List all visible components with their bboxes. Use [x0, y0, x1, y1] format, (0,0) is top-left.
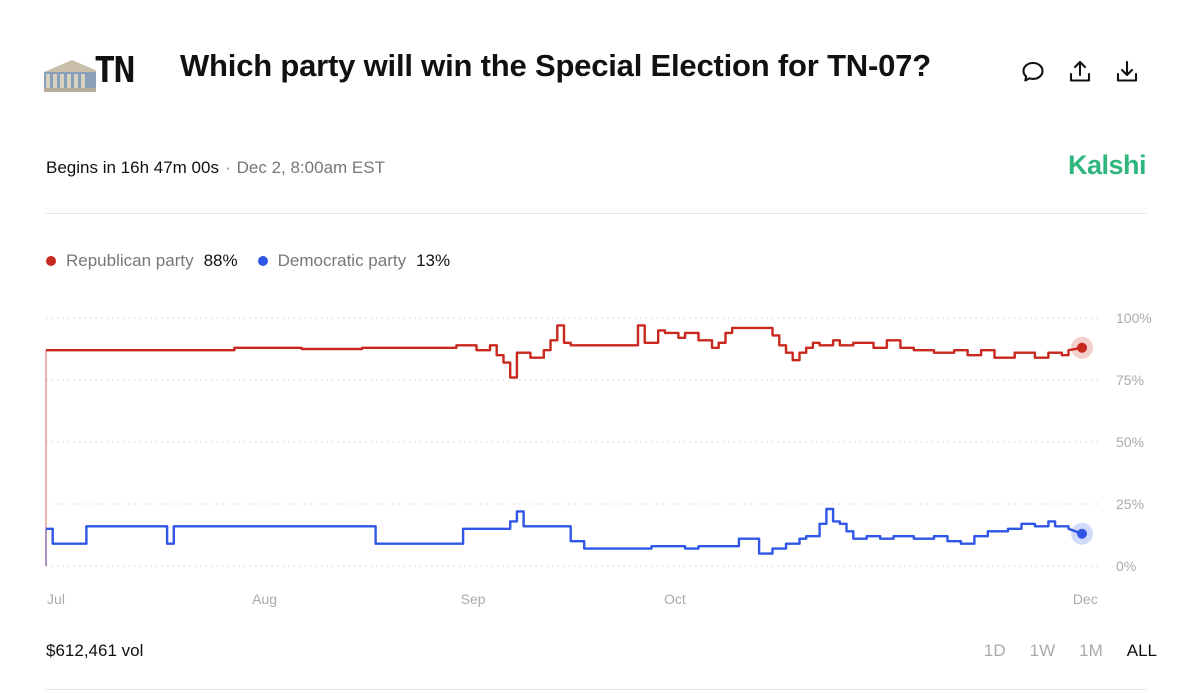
share-icon [1069, 60, 1091, 82]
footer-divider [46, 689, 1146, 690]
x-tick-label: Aug [252, 591, 277, 607]
legend-item-democratic[interactable]: Democratic party 13% [257, 251, 451, 271]
market-title: Which party will win the Special Electio… [180, 48, 931, 83]
x-tick-label: Jul [47, 591, 65, 607]
header-divider [46, 213, 1146, 214]
market-status: Begins in 16h 47m 00s · Dec 2, 8:00am EST [46, 158, 385, 178]
legend-label: Democratic party [277, 251, 407, 270]
thumbnail-text: TN [94, 50, 135, 91]
comment-button[interactable] [1019, 58, 1047, 86]
legend-label: Republican party [66, 251, 194, 270]
y-tick-label: 100% [1116, 310, 1152, 326]
share-button[interactable] [1066, 58, 1094, 86]
x-tick-label: Sep [461, 591, 486, 607]
democratic-dot [257, 256, 268, 266]
legend-value: 88% [203, 251, 238, 270]
kalshi-logo[interactable]: Kalshi [1067, 150, 1147, 180]
download-icon [1116, 60, 1138, 82]
x-tick-label: Dec [1073, 591, 1098, 607]
democratic-series-line [46, 507, 1083, 555]
y-tick-label: 50% [1116, 434, 1144, 450]
comment-icon [1022, 61, 1044, 82]
time-range-selector: 1D 1W 1M ALL [960, 641, 1157, 661]
series-end-dot [1077, 342, 1087, 353]
range-1w-button[interactable]: 1W [1029, 641, 1056, 660]
republican-series-line [46, 324, 1083, 379]
countdown-text: Begins in 16h 47m 00s [46, 158, 219, 177]
x-tick-label: Oct [664, 591, 686, 607]
republican-dot [46, 256, 56, 266]
status-separator: · [224, 158, 231, 177]
series-end-dot [1077, 528, 1087, 539]
range-1d-button[interactable]: 1D [983, 641, 1006, 660]
price-chart[interactable]: 100% 75% 50% 25% 0% Jul Aug Sep Oct Dec [0, 290, 1200, 620]
market-header: TN Which party will win the Special Elec… [0, 0, 1200, 140]
chart-legend: Republican party 88% Democratic party 13… [46, 251, 470, 271]
range-all-button[interactable]: ALL [1126, 641, 1157, 660]
range-1m-button[interactable]: 1M [1079, 641, 1103, 660]
download-button[interactable] [1113, 58, 1141, 86]
legend-item-republican[interactable]: Republican party 88% [46, 251, 238, 271]
legend-value: 13% [416, 251, 451, 270]
y-tick-label: 75% [1116, 372, 1144, 388]
start-date: Dec 2, 8:00am EST [236, 158, 385, 177]
volume-text: $612,461 vol [46, 641, 144, 660]
y-tick-label: 25% [1116, 496, 1144, 512]
market-thumbnail: TN [44, 50, 152, 94]
y-tick-label: 0% [1116, 558, 1136, 574]
